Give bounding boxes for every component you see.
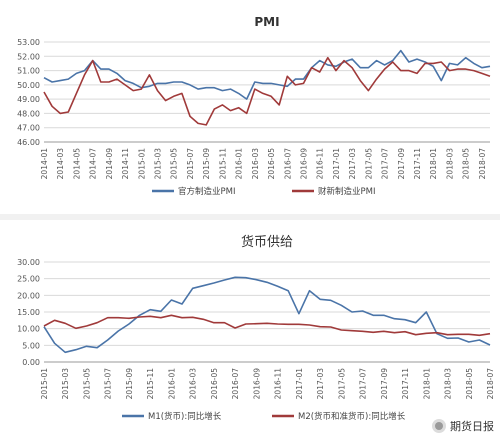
y-tick-label: 5.00 xyxy=(22,341,40,350)
y-tick-label: 30.00 xyxy=(17,258,40,267)
x-tick-label: 2017-11 xyxy=(401,368,410,400)
x-tick-label: 2015-01 xyxy=(137,148,146,180)
x-tick-label: 2017-07 xyxy=(359,368,368,400)
legend: M1(货币):同比增长 M2(货币和准货币):同比增长 xyxy=(122,411,406,422)
x-tick-label: 2015-01 xyxy=(40,368,49,400)
watermark-logo-icon xyxy=(432,419,446,433)
x-tick-label: 2016-05 xyxy=(267,148,276,180)
x-tick-label: 2015-07 xyxy=(104,368,113,400)
pmi-chart: PMI 53.00 52.00 51.00 50.00 49.00 48.00 47.00 46… xyxy=(17,15,491,197)
x-tick-label: 2017-03 xyxy=(316,368,325,400)
x-tick-label: 2016-05 xyxy=(210,368,219,400)
y-tick-label: 47.00 xyxy=(17,124,40,133)
x-tick-label: 2016-09 xyxy=(252,368,261,400)
x-tick-label: 2018-05 xyxy=(465,368,474,400)
y-tick-label: 52.00 xyxy=(17,52,40,61)
y-tick-label: 46.00 xyxy=(17,138,40,147)
y-tick-label: 53.00 xyxy=(17,38,40,47)
x-tick-label: 2014-05 xyxy=(72,148,81,180)
y-tick-label: 50.00 xyxy=(17,81,40,90)
x-tick-label: 2015-05 xyxy=(170,148,179,180)
x-tick-label: 2018-03 xyxy=(445,148,454,180)
x-tick-label: 2018-01 xyxy=(429,148,438,180)
x-tick-label: 2015-03 xyxy=(154,148,163,180)
money-supply-chart-panel: 货币供给 30.00 25.00 20.00 15.00 10.00 5.00 0.00 201… xyxy=(2,226,494,438)
x-tick-label: 2014-07 xyxy=(89,148,98,180)
x-tick-label: 2016-07 xyxy=(283,148,292,180)
x-tick-label: 2015-09 xyxy=(125,368,134,400)
x-tick-label: 2016-01 xyxy=(167,368,176,400)
y-tick-label: 10.00 xyxy=(17,325,40,334)
x-tick-label: 2015-05 xyxy=(82,368,91,400)
y-tick-label: 48.00 xyxy=(17,109,40,118)
y-tick-label: 51.00 xyxy=(17,67,40,76)
legend-label: M2(货币和准货币):同比增长 xyxy=(298,411,406,422)
legend-label: 官方制造业PMI xyxy=(178,186,235,197)
x-tick-label: 2018-07 xyxy=(478,148,487,180)
series-line-1 xyxy=(43,49,491,100)
x-tick-label: 2017-09 xyxy=(380,368,389,400)
x-tick-label: 2014-01 xyxy=(40,148,49,180)
x-tick-label: 2014-09 xyxy=(105,148,114,180)
x-tick-label: 2016-11 xyxy=(274,368,283,400)
series-line-2 xyxy=(43,56,491,126)
chart-title: 货币供给 xyxy=(241,234,293,250)
x-tick-label: 2016-07 xyxy=(231,368,240,400)
x-tick-label: 2016-01 xyxy=(235,148,244,180)
x-tick-label: 2017-05 xyxy=(337,368,346,400)
legend: 官方制造业PMI 财新制造业PMI xyxy=(152,186,375,197)
y-tick-label: 0.00 xyxy=(22,358,40,367)
series-line-1 xyxy=(43,276,491,354)
money-supply-chart: 货币供给30.0025.0020.0015.0010.005.000.00201… xyxy=(17,234,494,422)
x-tick-label: 2017-01 xyxy=(295,368,304,400)
x-tick-label: 2016-09 xyxy=(299,148,308,180)
y-tick-label: 49.00 xyxy=(17,95,40,104)
x-tick-label: 2015-09 xyxy=(202,148,211,180)
x-tick-label: 2018-03 xyxy=(444,368,453,400)
watermark: 期货日报 xyxy=(432,418,494,434)
x-tick-label: 2014-11 xyxy=(121,148,130,180)
x-tick-label: 2018-07 xyxy=(486,368,494,400)
x-tick-label: 2015-11 xyxy=(146,368,155,400)
y-tick-label: 20.00 xyxy=(17,291,40,300)
panel-divider xyxy=(0,214,500,220)
x-tick-label: 2017-01 xyxy=(332,148,341,180)
x-tick-label: 2016-03 xyxy=(189,368,198,400)
legend-label: M1(货币):同比增长 xyxy=(148,411,222,422)
y-tick-label: 15.00 xyxy=(17,308,40,317)
legend-label: 财新制造业PMI xyxy=(318,186,375,197)
x-tick-label: 2017-09 xyxy=(397,148,406,180)
x-tick-label: 2017-11 xyxy=(413,148,422,180)
x-tick-label: 2014-03 xyxy=(56,148,65,180)
series-line-2 xyxy=(43,314,491,337)
pmi-chart-panel: PMI 53.00 52.00 51.00 50.00 49.00 48.00 47.00 46… xyxy=(2,2,494,210)
watermark-text: 期货日报 xyxy=(450,420,494,433)
x-tick-label: 2017-05 xyxy=(364,148,373,180)
x-tick-label: 2017-07 xyxy=(381,148,390,180)
x-tick-label: 2018-01 xyxy=(422,368,431,400)
x-tick-label: 2016-11 xyxy=(316,148,325,180)
y-tick-label: 25.00 xyxy=(17,275,40,284)
x-tick-label: 2018-05 xyxy=(462,148,471,180)
x-tick-label: 2016-03 xyxy=(251,148,260,180)
x-tick-label: 2015-03 xyxy=(61,368,70,400)
x-tick-label: 2015-11 xyxy=(218,148,227,180)
x-tick-label: 2017-03 xyxy=(348,148,357,180)
chart-title: PMI xyxy=(254,15,279,29)
x-tick-label: 2015-07 xyxy=(186,148,195,180)
